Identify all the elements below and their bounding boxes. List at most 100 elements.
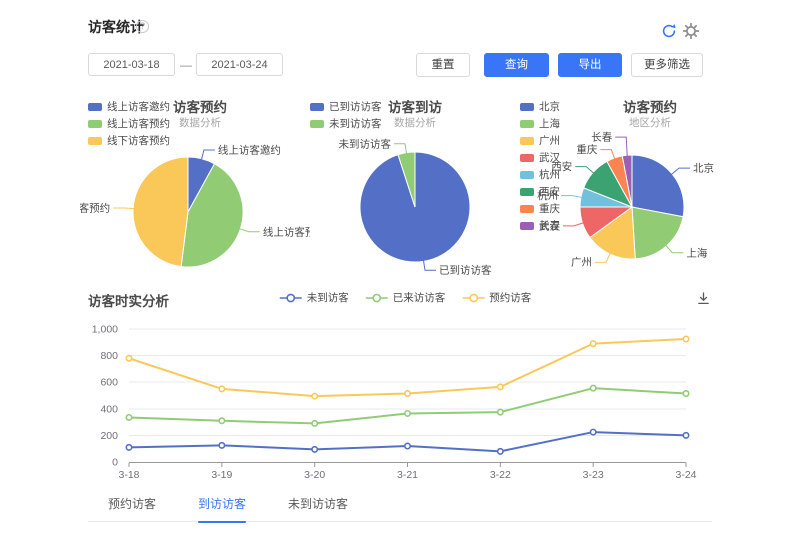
pie-chart-appointments-region: 访客预约 地区分析 北京 上海 广州 武汉 杭州 西安 重庆 长春 北京 上海 广州 武汉 杭州 西安重… [515,95,757,285]
help-icon[interactable]: ? [136,20,149,33]
line-chart-realtime: 访客时实分析 未到访客 已来访访客 预约访客 0 200 400 600 800 1,000 3… [60,283,750,495]
legend-color-chip [88,102,102,111]
legend-label: 已到访访客 [329,101,382,113]
date-end-input[interactable] [196,53,283,76]
tab-未到访访客[interactable]: 未到访访客 [288,497,349,511]
legend-item[interactable]: 已来访访客 [365,290,446,305]
pie-slice-label: 未到访访客 [338,137,391,150]
more-filters-button[interactable]: 更多筛选 [631,53,703,77]
x-axis-tick-label: 3-20 [304,469,325,481]
legend-color-chip [88,136,102,145]
data-point-marker [589,340,597,348]
data-point-marker [311,445,319,453]
data-point-marker [496,408,504,416]
data-point-marker [218,417,226,425]
data-point-marker [496,383,504,391]
pie-slice [631,154,685,218]
legend-color-chip [310,119,324,128]
tab-预约访客[interactable]: 预约访客 [108,497,157,511]
legend-color-chip [520,204,534,213]
pie-legend: 北京 上海 广州 武汉 杭州 西安 重庆 长春 [520,98,560,234]
legend-label: 西安 [539,186,560,198]
data-point-marker [403,409,411,417]
data-point-marker [218,385,226,393]
gear-icon[interactable] [683,23,699,39]
pie-slice-label: 已到访访客 [439,264,492,277]
pie-slice [631,206,684,260]
legend-color-chip [520,153,534,162]
legend-item[interactable]: 武汉 [520,149,560,166]
pie-slice-label: 武汉 [539,219,561,232]
legend-item[interactable]: 预约访客 [461,290,531,305]
bottom-tabs: 预约访客 到访访客 未到访访客 [88,495,712,523]
data-point-marker [125,443,133,451]
line-legend-marker-icon [365,293,388,302]
legend-label: 已来访访客 [392,292,446,304]
data-point-marker [125,354,133,362]
tab-到访访客[interactable]: 到访访客 [198,495,247,523]
legend-label: 上海 [539,118,560,130]
pie-slice-label: 上海 [686,246,707,259]
legend-item[interactable]: 北京 [520,98,560,115]
pie-legend: 已到访访客未到访访客 [310,98,382,132]
x-axis-tick-label: 3-18 [118,469,139,481]
legend-item[interactable]: 线下访客预约 [88,132,170,149]
reset-button[interactable]: 重置 [416,53,470,77]
data-point-marker [218,441,226,449]
legend-item[interactable]: 西安 [520,183,560,200]
pie-slice-label: 北京 [693,162,714,175]
query-button[interactable]: 查询 [484,53,549,77]
data-point-marker [589,428,597,436]
data-point-marker [311,392,319,400]
legend-item[interactable]: 已到访访客 [310,98,382,115]
pie-slice-label: 杭州 [537,189,558,202]
x-axis-tick-label: 3-21 [397,469,418,481]
chart-title: 访客预约 [173,100,227,115]
legend-item[interactable]: 线上访客邀约 [88,98,170,115]
chart-title: 访客预约 [623,100,677,115]
legend-color-chip [520,170,534,179]
page-title: 访客统计 [88,19,144,35]
legend-color-chip [520,119,534,128]
data-point-marker [682,335,690,343]
legend-color-chip [88,119,102,128]
legend-label: 预约访客 [489,292,532,304]
date-start-input[interactable] [88,53,175,76]
pie-slice-label: 广州 [571,257,592,269]
chart-subtitle: 地区分析 [629,117,671,129]
legend-item[interactable]: 线上访客预约 [88,115,170,132]
legend-label: 线上访客邀约 [107,101,170,113]
legend-label: 未到访客 [306,292,349,304]
line-legend-marker-icon [462,293,485,302]
legend-color-chip [520,102,534,111]
legend-item[interactable]: 杭州 [520,166,560,183]
pie-slice-label: 西安 [551,160,572,173]
legend-label: 杭州 [539,169,560,181]
legend-label: 广州 [539,135,560,147]
y-axis-tick-label: 0 [112,457,118,469]
line-legend-marker-icon [279,293,302,302]
pie-slice-label: 长春 [591,132,612,144]
legend-label: 未到访访客 [329,118,382,130]
data-point-marker [403,442,411,450]
legend-item[interactable]: 重庆 [520,200,560,217]
download-icon[interactable] [696,291,711,306]
legend-item[interactable]: 未到访客 [279,290,349,305]
refresh-icon[interactable] [661,23,677,39]
legend-label: 重庆 [539,203,560,215]
data-point-marker [682,390,690,398]
chart-subtitle: 数据分析 [179,117,221,129]
legend-item[interactable]: 长春 [520,217,560,234]
x-axis-tick-label: 3-24 [675,469,696,481]
legend-item[interactable]: 未到访访客 [310,115,382,132]
legend-label: 武汉 [539,152,560,164]
legend-label: 线上访客预约 [107,118,170,130]
legend-color-chip [520,221,534,230]
legend-item[interactable]: 上海 [520,115,560,132]
data-point-marker [311,419,319,427]
export-button[interactable]: 导出 [558,53,622,77]
legend-item[interactable]: 广州 [520,132,560,149]
